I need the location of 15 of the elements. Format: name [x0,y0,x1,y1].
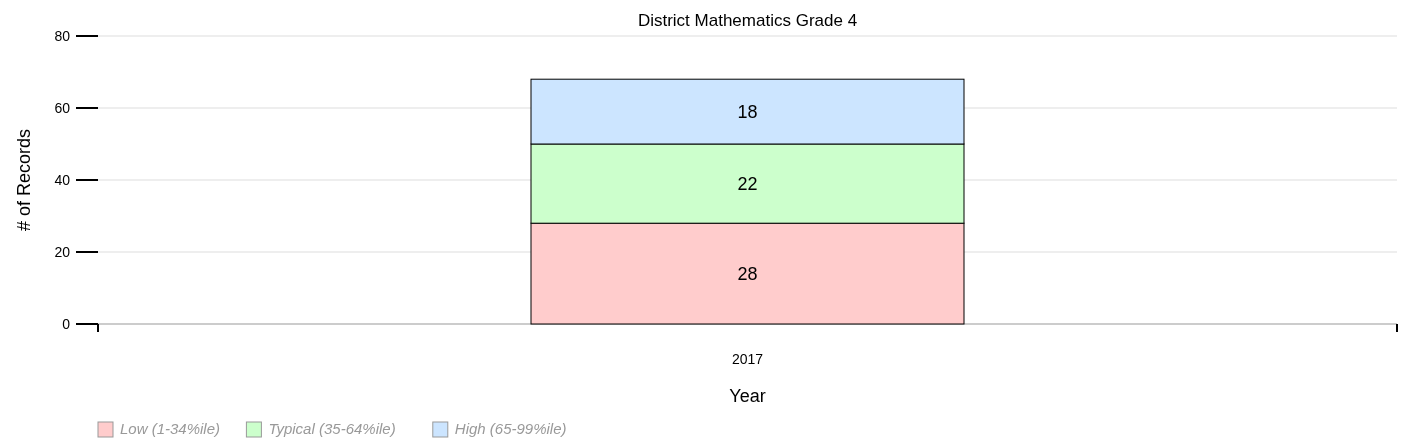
y-tick-label: 80 [54,27,71,44]
legend-label: Typical (35-64%ile) [268,420,396,437]
legend-label: High (65-99%ile) [454,420,567,437]
y-tick-label: 60 [54,99,71,116]
y-tick-label: 40 [54,171,71,188]
legend-label: Low (1-34%ile) [120,420,221,437]
data-label: 18 [737,101,758,122]
chart-title: District Mathematics Grade 4 [637,11,858,30]
x-axis-title: Year [729,386,766,406]
data-label: 22 [737,173,758,194]
y-axis-title: # of Records [14,128,34,232]
y-tick-label: 0 [62,315,71,332]
data-label: 28 [737,263,758,284]
y-tick-label: 20 [54,243,71,260]
x-tick-label: 2017 [731,351,764,367]
